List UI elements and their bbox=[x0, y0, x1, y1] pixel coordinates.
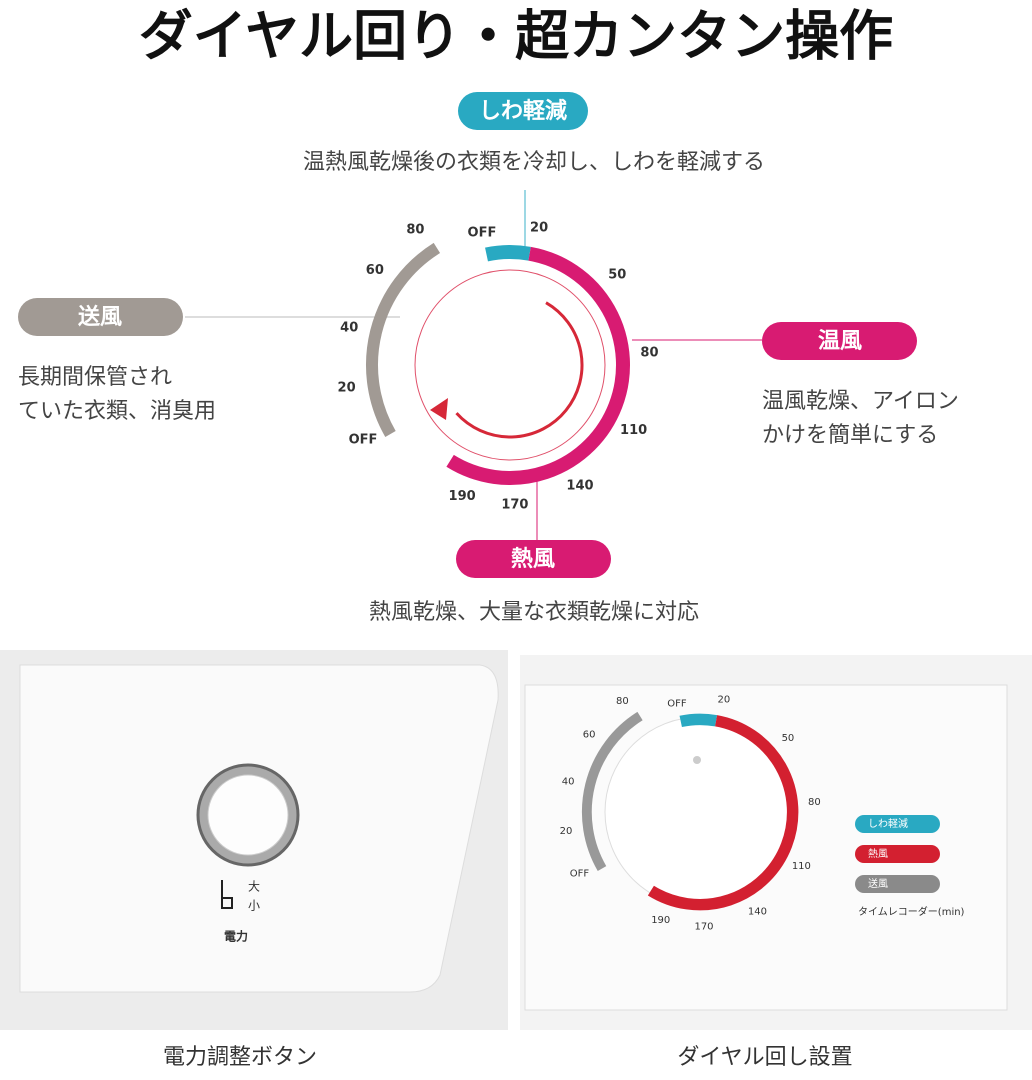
dial-label: 190 bbox=[449, 489, 476, 504]
switch-icon bbox=[221, 880, 233, 909]
mode-desc: 温熱風乾燥後の衣類を冷却し、しわを軽減する bbox=[303, 150, 765, 175]
dial-label: 80 bbox=[808, 797, 821, 808]
caption: 電力調整ボタン bbox=[163, 1045, 317, 1070]
mode-label: 熱風 bbox=[511, 546, 555, 572]
dial-label: 20 bbox=[718, 695, 731, 706]
dial-label: 40 bbox=[562, 777, 575, 788]
arc-hot bbox=[647, 715, 799, 911]
dial-label: 50 bbox=[782, 733, 795, 744]
dial-label: OFF bbox=[570, 868, 590, 879]
knob-dot bbox=[693, 756, 701, 764]
mode-desc: ていた衣類、消臭用 bbox=[18, 399, 216, 424]
mode-label: しわ軽減 bbox=[479, 98, 567, 124]
legend-item: しわ軽減 bbox=[868, 817, 908, 830]
dial-label: 40 bbox=[340, 320, 358, 335]
pill bbox=[456, 540, 611, 578]
dial-label: OFF bbox=[667, 699, 687, 710]
legend-pill bbox=[855, 815, 940, 833]
legend-title: タイムレコーダー(min) bbox=[858, 905, 965, 918]
power-small: 小 bbox=[248, 899, 260, 913]
rotation-arrow bbox=[455, 301, 584, 439]
power-big: 大 bbox=[248, 880, 260, 894]
dial-label: OFF bbox=[468, 225, 497, 240]
dial-label: 60 bbox=[583, 729, 596, 740]
arc-wrinkle bbox=[485, 245, 531, 262]
dial-label: OFF bbox=[349, 432, 378, 447]
dial-label: 60 bbox=[366, 263, 384, 278]
dial-label: 20 bbox=[560, 826, 573, 837]
pill bbox=[762, 322, 917, 360]
arc-fan bbox=[366, 242, 441, 437]
pill bbox=[458, 92, 588, 130]
legend-item: 送風 bbox=[868, 877, 888, 890]
dial-label: 20 bbox=[530, 221, 548, 236]
caption-bar bbox=[0, 1030, 1032, 1080]
dial-label: 190 bbox=[651, 915, 670, 926]
mode-label: 送風 bbox=[78, 304, 122, 330]
dial-label: 110 bbox=[620, 423, 647, 438]
mode-desc: 熱風乾燥、大量な衣類乾燥に対応 bbox=[369, 600, 699, 625]
arc-wrinkle bbox=[679, 713, 718, 728]
button bbox=[207, 774, 289, 856]
dial-label: 80 bbox=[640, 345, 658, 360]
rotation-ring bbox=[414, 269, 606, 461]
arc-hot bbox=[446, 246, 630, 485]
mode-desc: 温風乾燥、アイロン bbox=[762, 389, 959, 414]
mode-desc: かけを簡単にする bbox=[762, 423, 938, 448]
arc-fan bbox=[581, 711, 643, 872]
dial-label: 80 bbox=[406, 222, 424, 237]
mode-desc: 長期間保管され bbox=[18, 365, 172, 390]
power-label: 電力 bbox=[224, 929, 248, 944]
arrow-head bbox=[430, 398, 448, 420]
legend-pill bbox=[855, 875, 940, 893]
legend-pill bbox=[855, 845, 940, 863]
dial-label: 140 bbox=[748, 906, 767, 917]
caption: ダイヤル回し設置 bbox=[677, 1045, 852, 1070]
dial-label: 110 bbox=[792, 861, 811, 872]
dial-label: 50 bbox=[608, 268, 626, 283]
dial-label: 170 bbox=[501, 497, 528, 512]
pill bbox=[18, 298, 183, 336]
title: ダイヤル回り・超カンタン操作 bbox=[139, 5, 893, 68]
dial-label: 170 bbox=[694, 922, 713, 933]
dial-label: 80 bbox=[616, 696, 629, 707]
dial-label: 20 bbox=[338, 380, 356, 395]
legend-item: 熱風 bbox=[868, 847, 888, 860]
dial-label: 140 bbox=[566, 479, 593, 494]
mode-label: 温風 bbox=[818, 329, 862, 354]
